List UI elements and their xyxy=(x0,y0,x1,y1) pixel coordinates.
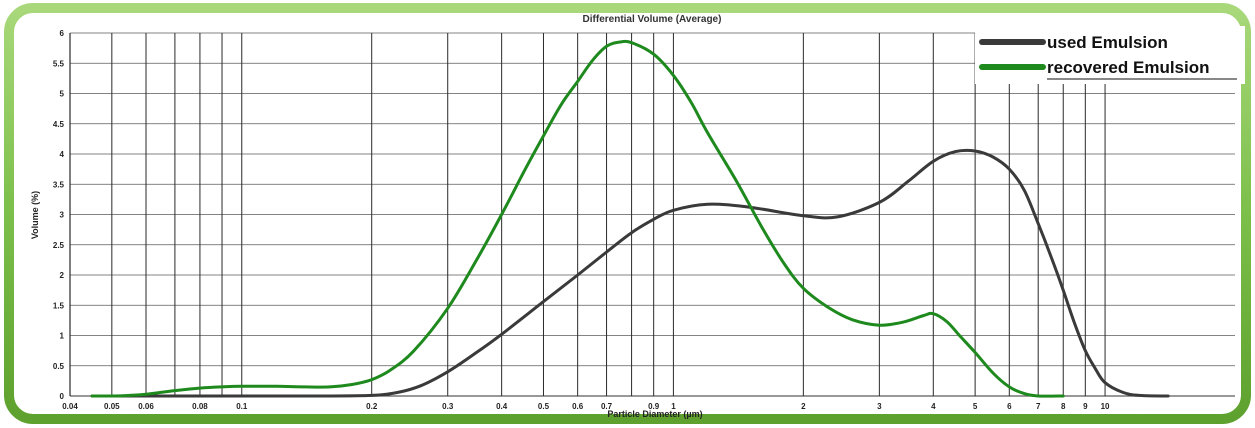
x-tick-label: 1 xyxy=(671,402,676,411)
y-tick-label: 5.5 xyxy=(53,59,65,68)
x-tick-label: 0.2 xyxy=(366,402,378,411)
y-tick-label: 1 xyxy=(60,332,65,341)
x-tick-label: 3 xyxy=(877,402,882,411)
x-tick-label: 0.08 xyxy=(192,402,208,411)
plot-area: 00.511.522.533.544.555.56 0.04 0.05 0.06 0.… xyxy=(53,29,1235,411)
y-tick-label: 2 xyxy=(60,271,65,280)
x-tick-label: 8 xyxy=(1061,402,1066,411)
x-tick-label: 0.9 xyxy=(648,402,660,411)
legend-label-used-emulsion: used Emulsion xyxy=(1047,33,1168,52)
series-line-recovered-emulsion xyxy=(90,39,1065,398)
series-line-used-emulsion xyxy=(90,148,1170,398)
x-tick-label: 0.5 xyxy=(538,402,550,411)
y-tick-label: 0.5 xyxy=(53,362,65,371)
x-tick-label: 0.7 xyxy=(601,402,613,411)
x-tick-label: 6 xyxy=(1007,402,1012,411)
x-tick-label: 0.1 xyxy=(236,402,248,411)
grid-lines xyxy=(69,32,1235,397)
x-tick-label: 4 xyxy=(931,402,936,411)
y-tick-label: 4 xyxy=(60,150,65,159)
x-tick-label: 9 xyxy=(1083,402,1088,411)
x-tick-label: 0.05 xyxy=(104,402,120,411)
series-lines xyxy=(90,39,1170,398)
y-axis-title: Volume (%) xyxy=(30,191,40,239)
y-tick-label: 6 xyxy=(60,29,65,38)
x-tick-label: 0.3 xyxy=(442,402,454,411)
legend: used Emulsion recovered Emulsion xyxy=(975,26,1245,84)
x-tick-label: 0.06 xyxy=(138,402,154,411)
x-axis-ticks: 0.04 0.05 0.06 0.08 0.1 0.2 0.3 0.4 0.5 0.6 0.7 0.9… xyxy=(62,402,1110,411)
y-tick-label: 0 xyxy=(60,392,65,401)
x-tick-label: 10 xyxy=(1101,402,1110,411)
x-tick-label: 0.04 xyxy=(62,402,78,411)
y-tick-label: 5 xyxy=(60,90,65,99)
y-tick-label: 4.5 xyxy=(53,120,65,129)
y-tick-label: 1.5 xyxy=(53,301,65,310)
x-tick-label: 7 xyxy=(1036,402,1041,411)
y-tick-label: 2.5 xyxy=(53,241,65,250)
x-tick-label: 5 xyxy=(973,402,978,411)
legend-background xyxy=(975,26,1245,84)
y-axis-ticks: 0 0.5 1 1.5 2 2.5 3 3.5 4 4.5 5 5.5 6 xyxy=(53,29,65,401)
chart-title: Differential Volume (Average) xyxy=(583,14,722,25)
x-axis-title: Particle Diameter (µm) xyxy=(607,409,702,419)
y-tick-label: 3.5 xyxy=(53,180,65,189)
x-tick-label: 0.6 xyxy=(572,402,584,411)
legend-label-recovered-emulsion: recovered Emulsion xyxy=(1047,58,1210,77)
x-tick-label: 2 xyxy=(801,402,806,411)
x-tick-label: 0.4 xyxy=(496,402,508,411)
y-tick-label: 3 xyxy=(60,211,65,220)
